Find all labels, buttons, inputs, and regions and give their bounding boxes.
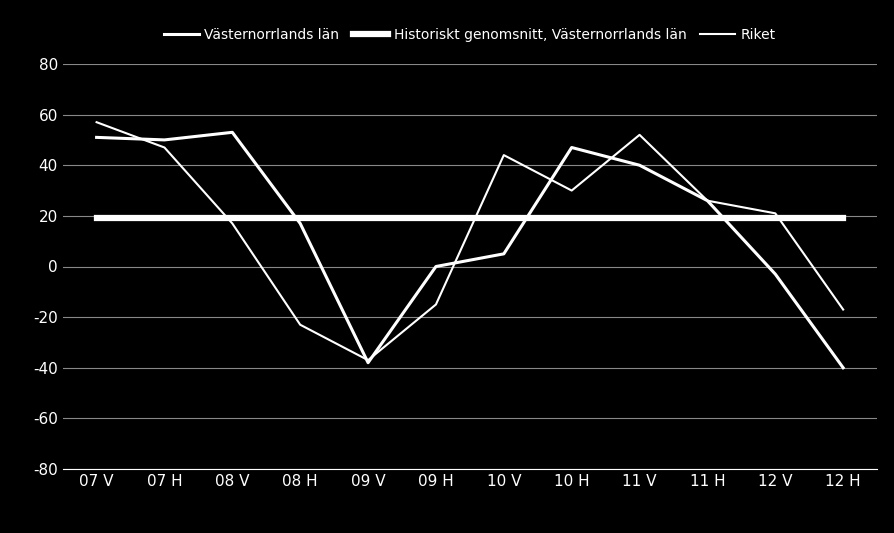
Legend: Västernorrlands län, Historiskt genomsnitt, Västernorrlands län, Riket: Västernorrlands län, Historiskt genomsni… (158, 22, 780, 47)
